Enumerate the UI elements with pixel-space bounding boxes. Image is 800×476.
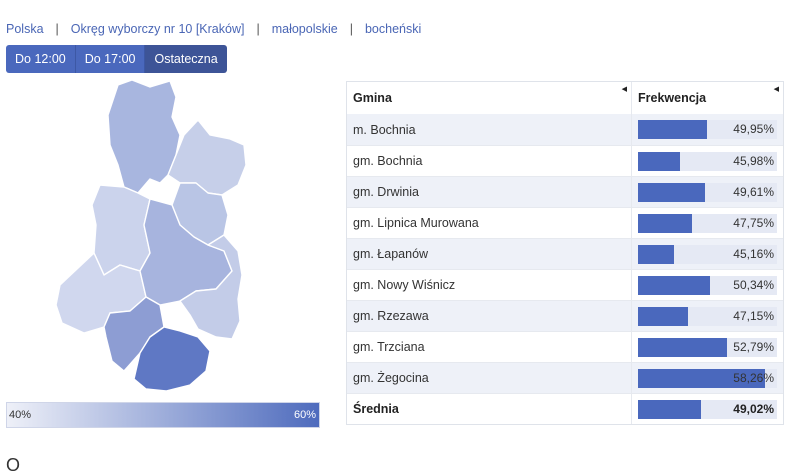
turnout-cell: 45,16%: [632, 239, 783, 269]
turnout-value: 49,95%: [733, 122, 774, 136]
table-row: gm. Trzciana 52,79%: [347, 331, 783, 362]
table-header-row: Gmina ◀ Frekwencja ◀: [347, 82, 783, 114]
breadcrumb-powiat[interactable]: bocheński: [364, 22, 422, 36]
turnout-value: 58,26%: [733, 370, 774, 385]
turnout-bar-track: 49,61%: [638, 182, 777, 202]
turnout-value: 52,79%: [733, 339, 774, 354]
turnout-bar-track: 49,95%: [638, 120, 777, 139]
sort-icon[interactable]: ◀: [773, 86, 779, 93]
turnout-bar: [638, 368, 765, 388]
breadcrumb-polska[interactable]: Polska: [6, 22, 44, 36]
turnout-bar: [638, 399, 701, 419]
turnout-bar-track: 50,34%: [638, 275, 777, 295]
gmina-name: gm. Rzezawa: [347, 301, 632, 331]
column-header-frekwencja-label: Frekwencja: [638, 91, 707, 105]
breadcrumb-separator: |: [256, 22, 260, 36]
tab-do-17[interactable]: Do 17:00: [75, 45, 146, 73]
table-row: gm. Rzezawa 47,15%: [347, 300, 783, 331]
turnout-value: 47,75%: [733, 215, 774, 230]
table-row: gm. Drwinia 49,61%: [347, 176, 783, 207]
next-section-heading-fragment: O: [6, 455, 21, 475]
sort-icon[interactable]: ◀: [621, 86, 627, 93]
turnout-bar-track: 52,79%: [638, 337, 777, 357]
turnout-cell: 58,26%: [632, 363, 783, 393]
breadcrumb-wojewodztwo[interactable]: małopolskie: [271, 22, 338, 36]
table-row: gm. Bochnia 45,98%: [347, 145, 783, 176]
turnout-cell: 49,95%: [632, 114, 783, 145]
turnout-value: 49,02%: [733, 401, 774, 416]
map-region-gm-zegocina[interactable]: [133, 326, 211, 392]
map-region-gm-bochnia[interactable]: [91, 184, 151, 276]
turnout-table: Gmina ◀ Frekwencja ◀ m. Bochnia 49,95% gm.…: [346, 81, 784, 425]
breadcrumb-separator: |: [349, 22, 353, 36]
turnout-bar: [638, 306, 688, 326]
gmina-name: gm. Bochnia: [347, 146, 632, 176]
turnout-bar: [638, 120, 708, 139]
turnout-cell: 49,61%: [632, 177, 783, 207]
color-scale-legend: 40% 60%: [6, 402, 320, 428]
turnout-bar: [638, 244, 674, 264]
breadcrumb-separator: |: [55, 22, 59, 36]
table-row: gm. Lipnica Murowana 47,75%: [347, 207, 783, 238]
turnout-value: 45,98%: [733, 153, 774, 168]
gmina-name: Średnia: [347, 394, 632, 424]
time-tabs: Do 12:00 Do 17:00 Ostateczna: [6, 45, 227, 73]
turnout-value: 50,34%: [733, 277, 774, 292]
gmina-name: gm. Trzciana: [347, 332, 632, 362]
column-header-frekwencja[interactable]: Frekwencja ◀: [632, 82, 783, 114]
table-row: gm. Żegocina 58,26%: [347, 362, 783, 393]
turnout-bar-track: 45,16%: [638, 244, 777, 264]
gmina-name: gm. Nowy Wiśnicz: [347, 270, 632, 300]
breadcrumb: Polska | Okręg wyborczy nr 10 [Kraków] |…: [6, 22, 421, 36]
turnout-bar-track: 49,02%: [638, 399, 777, 419]
turnout-value: 49,61%: [733, 184, 774, 199]
tab-do-12[interactable]: Do 12:00: [6, 45, 76, 73]
gmina-name: gm. Lipnica Murowana: [347, 208, 632, 238]
turnout-bar-track: 47,75%: [638, 213, 777, 233]
turnout-bar-track: 45,98%: [638, 151, 777, 171]
column-header-gmina-label: Gmina: [353, 91, 392, 105]
table-row: gm. Nowy Wiśnicz 50,34%: [347, 269, 783, 300]
turnout-bar-track: 47,15%: [638, 306, 777, 326]
map-region-gm-lipnica-murowana[interactable]: [179, 234, 243, 340]
scale-max-label: 60%: [293, 409, 316, 421]
table-row: m. Bochnia 49,95%: [347, 114, 783, 145]
table-average-row: Średnia 49,02%: [347, 393, 783, 424]
turnout-map: [55, 79, 247, 392]
turnout-cell: 49,02%: [632, 394, 783, 424]
turnout-bar: [638, 182, 705, 202]
turnout-bar: [638, 213, 692, 233]
tab-ostateczna[interactable]: Ostateczna: [145, 45, 227, 73]
gmina-name: gm. Żegocina: [347, 363, 632, 393]
turnout-bar: [638, 275, 710, 295]
turnout-cell: 52,79%: [632, 332, 783, 362]
turnout-bar: [638, 337, 727, 357]
gmina-name: m. Bochnia: [347, 114, 632, 145]
turnout-value: 47,15%: [733, 308, 774, 323]
scale-min-label: 40%: [9, 409, 32, 421]
turnout-value: 45,16%: [733, 246, 774, 261]
table-row: gm. Łapanów 45,16%: [347, 238, 783, 269]
turnout-cell: 47,15%: [632, 301, 783, 331]
gmina-name: gm. Drwinia: [347, 177, 632, 207]
turnout-cell: 50,34%: [632, 270, 783, 300]
column-header-gmina[interactable]: Gmina ◀: [347, 82, 632, 114]
turnout-bar-track: 58,26%: [638, 368, 777, 388]
turnout-cell: 47,75%: [632, 208, 783, 238]
turnout-bar: [638, 151, 680, 171]
turnout-cell: 45,98%: [632, 146, 783, 176]
breadcrumb-okreg[interactable]: Okręg wyborczy nr 10 [Kraków]: [70, 22, 245, 36]
gmina-name: gm. Łapanów: [347, 239, 632, 269]
